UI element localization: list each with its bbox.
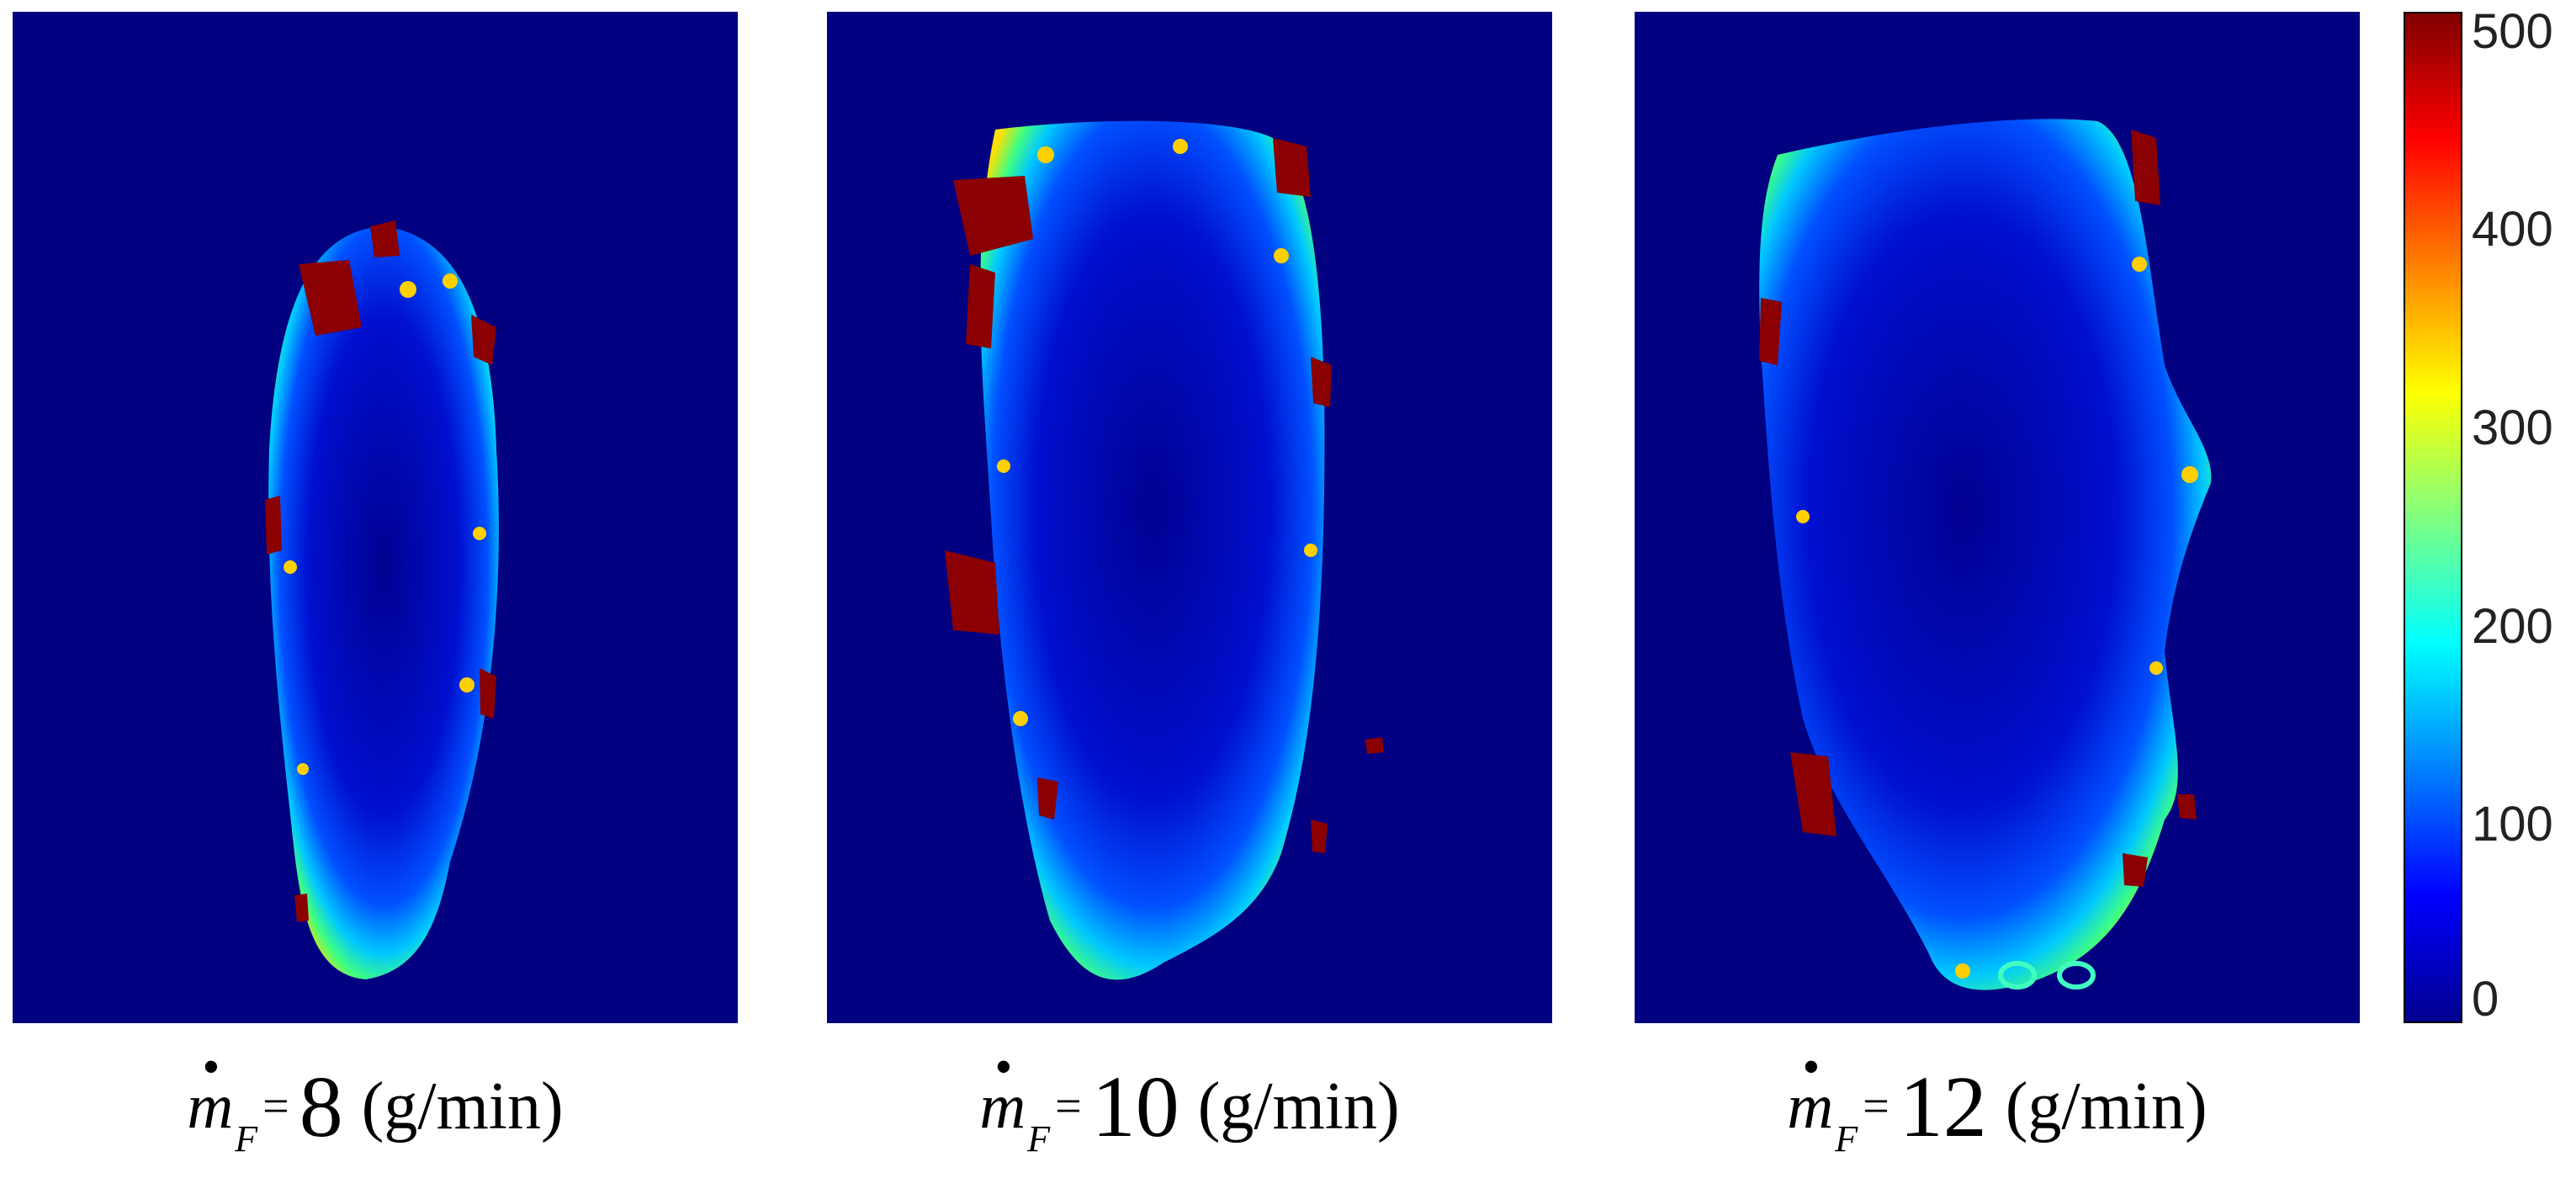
hot-spots-2 [945,138,1384,853]
equals-sign: = [1055,1080,1082,1133]
flow-rate-value: 10 [1091,1058,1179,1155]
colorbar [2404,12,2462,1023]
colorbar-tick-label: 300 [2472,400,2553,455]
heatmap-panel-2 [827,12,1552,1023]
flame-region-2 [980,120,1325,980]
hot-spots-3 [1759,130,2197,887]
colorbar-tick-label: 200 [2472,598,2553,654]
colorbar-tick-label: 400 [2472,202,2553,257]
heatmap-3-image [1759,119,2212,990]
colorbar-tick-label: 0 [2472,972,2499,1027]
flow-rate-value: 12 [1899,1058,1987,1155]
equals-sign: = [262,1080,289,1133]
flow-rate-unit: (g/min) [2005,1069,2208,1144]
colorbar-tick-label: 500 [2472,3,2553,59]
warm-spots-2 [997,139,1317,726]
flow-rate-unit: (g/min) [1197,1069,1400,1144]
warm-spots-3 [1796,257,2198,979]
colorbar-tick-label: 100 [2472,797,2553,852]
panel-2-caption: • mF = 10 (g/min) [827,1038,1552,1170]
mass-flow-symbol: • mF [979,1038,1051,1159]
mass-flow-symbol: • mF [1787,1038,1858,1159]
heatmap-panel-3 [1635,12,2360,1023]
flow-rate-value: 8 [299,1058,343,1155]
bubble-outlines-3 [1998,961,2096,990]
heatmap-1-image [265,220,499,979]
warm-spots-1 [284,273,486,775]
flow-rate-unit: (g/min) [361,1069,564,1144]
flame-region-3 [1759,119,2212,990]
equals-sign: = [1863,1080,1890,1133]
panel-3-caption: • mF = 12 (g/min) [1635,1038,2360,1170]
heatmap-2-image [945,120,1384,980]
panel-1-caption: • mF = 8 (g/min) [13,1038,738,1170]
heatmap-panel-1 [13,12,738,1023]
hot-spots-1 [265,220,496,922]
mass-flow-symbol: • mF [187,1038,258,1159]
flame-region-1 [268,226,499,979]
